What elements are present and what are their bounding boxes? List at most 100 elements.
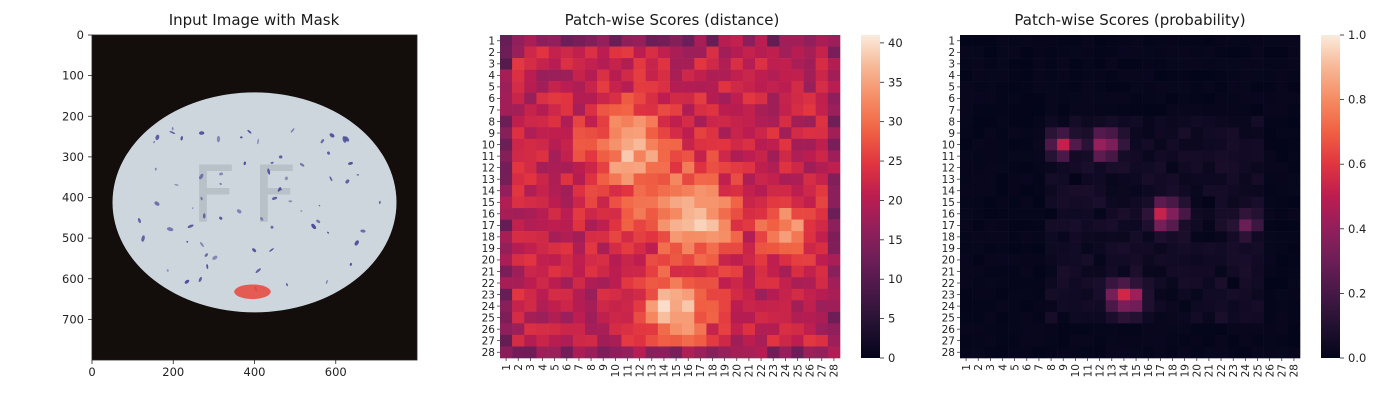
heatmap-cell (706, 254, 719, 267)
heatmap-cell (633, 69, 647, 82)
heatmap-cell (984, 115, 997, 128)
heatmap-cell (621, 46, 634, 59)
heatmap-cell (1287, 184, 1301, 197)
heatmap-cell (1057, 46, 1070, 59)
heatmap-cell (1020, 138, 1034, 151)
heatmap-cell (1057, 300, 1070, 313)
heatmap-cell (1045, 277, 1058, 290)
heatmap-cell (548, 127, 562, 140)
heatmap-cell (694, 150, 707, 163)
heatmap-cell (1130, 184, 1143, 197)
heatmap-cell (597, 35, 610, 47)
heatmap-cell (730, 161, 744, 174)
heatmap-cell (548, 173, 562, 186)
heatmap-cell (1008, 173, 1022, 186)
heatmap-cell (1275, 311, 1289, 324)
heatmap-cell (1190, 254, 1204, 267)
heatmap-cell (996, 346, 1009, 359)
row-tick-label: 24 (482, 301, 496, 313)
heatmap-cell (1239, 231, 1252, 243)
heatmap-cell (657, 334, 671, 347)
heatmap-cell (657, 46, 671, 59)
colorbar-tick-label: 0.0 (1348, 351, 1366, 365)
heatmap-cell (1251, 311, 1264, 324)
col-tick-label: 17 (695, 364, 707, 377)
heatmap-cell (1008, 69, 1022, 82)
heatmap-cell (1045, 196, 1058, 209)
heatmap-cell (657, 138, 671, 151)
heatmap-cell (1178, 69, 1192, 82)
heatmap-cell (803, 104, 817, 117)
heatmap-cell (1178, 300, 1192, 313)
heatmap-cell (1020, 231, 1034, 243)
heatmap-cell (1105, 127, 1119, 140)
heatmap-cell (1093, 196, 1107, 209)
heatmap-cell (742, 81, 756, 93)
heatmap-cell (572, 219, 586, 232)
heatmap-cell (730, 219, 744, 232)
heatmap-cell (755, 231, 768, 243)
heatmap-cell (803, 127, 817, 140)
heatmap-cell (1154, 46, 1167, 59)
heatmap-cell (572, 127, 586, 140)
heatmap-cell (827, 184, 841, 197)
heatmap-cell (1057, 254, 1070, 267)
heatmap-cell (572, 323, 586, 336)
heatmap-cell (1142, 323, 1155, 336)
speckle (141, 235, 145, 242)
heatmap-cell (1069, 58, 1082, 70)
heatmap-cell (779, 277, 792, 290)
row-tick-label: 6 (948, 93, 955, 105)
heatmap-cell (1190, 242, 1204, 255)
heatmap-cell (645, 231, 659, 243)
row-tick-label: 15 (942, 197, 955, 209)
heatmap-cell (984, 104, 997, 117)
heatmap-cell (1287, 254, 1301, 267)
heatmap-cell (803, 92, 817, 105)
heatmap-cell (730, 58, 744, 70)
heatmap-cell (1178, 323, 1192, 336)
heatmap-cell (621, 334, 634, 347)
heatmap-cell (718, 300, 732, 313)
row-tick-label: 7 (488, 105, 495, 117)
heatmap-cell (1045, 173, 1058, 186)
row-tick-label: 27 (482, 335, 495, 347)
heatmap-cell (548, 254, 562, 267)
heatmap-cell (621, 288, 634, 301)
col-tick-label: 23 (1228, 364, 1240, 377)
heatmap-cell (1130, 311, 1143, 324)
heatmap-cell (1069, 219, 1082, 232)
heatmap-cell (1130, 104, 1143, 117)
heatmap-cell (524, 35, 537, 47)
heatmap-cell (803, 138, 817, 151)
row-tick-label: 2 (488, 47, 495, 59)
heatmap-cell (996, 231, 1009, 243)
heatmap-cell (500, 127, 513, 140)
heatmap-cell (827, 127, 841, 140)
col-tick-label: 9 (598, 364, 610, 371)
heatmap-cell (730, 115, 744, 128)
heatmap-cell (645, 115, 659, 128)
heatmap-cell (1057, 265, 1070, 278)
heatmap-cell (682, 58, 695, 70)
heatmap-cell (1105, 104, 1119, 117)
row-tick-label: 16 (482, 209, 496, 221)
heatmap-cell (500, 311, 513, 324)
heatmap-cell (827, 231, 841, 243)
heatmap-cell (1117, 58, 1131, 70)
heatmap-cell (1202, 288, 1216, 301)
heatmap-cell (984, 173, 997, 186)
heatmap-cell (1275, 346, 1289, 359)
heatmap-cell (585, 150, 598, 163)
heatmap-cell (1275, 173, 1289, 186)
heatmap-cell (755, 35, 768, 47)
col-tick-label: 4 (997, 364, 1009, 371)
heatmap-cell (803, 277, 817, 290)
heatmap-cell (1105, 173, 1119, 186)
heatmap-cell (1190, 323, 1204, 336)
heatmap-cell (730, 277, 744, 290)
heatmap-cell (1263, 184, 1277, 197)
heatmap-cell (1263, 46, 1277, 59)
heatmap-cell (536, 265, 549, 278)
heatmap-cell (1057, 311, 1070, 324)
